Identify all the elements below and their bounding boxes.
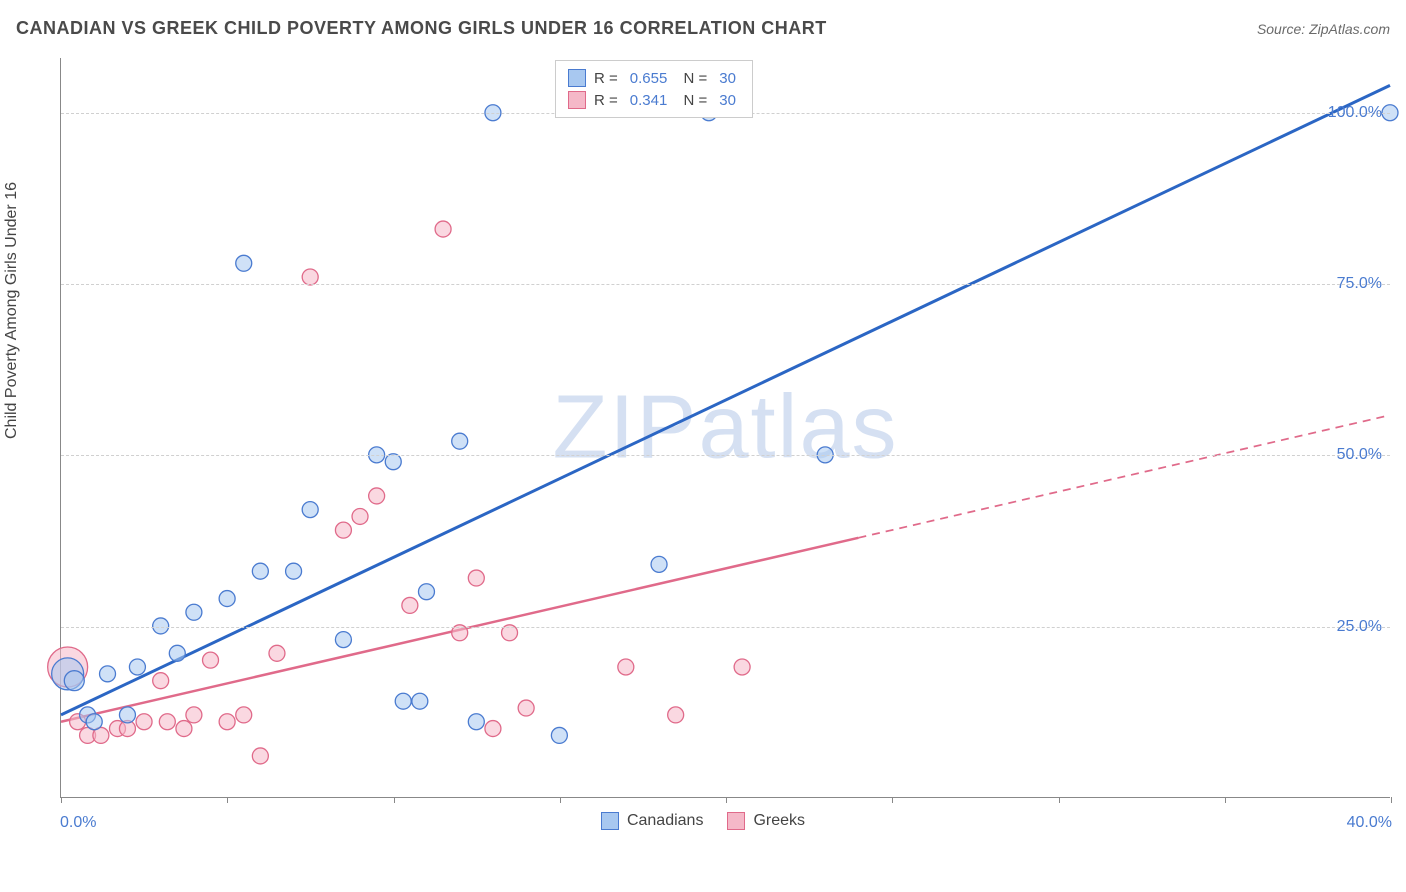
scatter-point (435, 221, 451, 237)
x-tick (61, 797, 62, 803)
scatter-point (252, 563, 268, 579)
gridline (61, 284, 1390, 285)
scatter-point (129, 659, 145, 675)
plot-svg (61, 58, 1390, 797)
r-value-canadians: 0.655 (630, 70, 668, 87)
source-label: Source: ZipAtlas.com (1257, 21, 1390, 37)
scatter-point (119, 707, 135, 723)
y-tick-label: 75.0% (1337, 275, 1382, 293)
scatter-point (335, 522, 351, 538)
n-value-canadians: 30 (719, 70, 736, 87)
scatter-point (236, 255, 252, 271)
x-tick (394, 797, 395, 803)
scatter-point (734, 659, 750, 675)
scatter-point (369, 488, 385, 504)
legend-item-greeks: Greeks (727, 812, 805, 830)
gridline (61, 627, 1390, 628)
scatter-point (236, 707, 252, 723)
legend-label-greeks: Greeks (753, 812, 805, 830)
swatch-canadians (568, 69, 586, 87)
y-tick-label: 100.0% (1328, 104, 1382, 122)
legend-item-canadians: Canadians (601, 812, 704, 830)
n-value-greeks: 30 (719, 92, 736, 109)
regression-line-extrapolated (858, 415, 1390, 538)
y-tick-label: 50.0% (1337, 446, 1382, 464)
y-tick-label: 25.0% (1337, 618, 1382, 636)
scatter-point (100, 666, 116, 682)
scatter-point (186, 707, 202, 723)
scatter-point (418, 584, 434, 600)
scatter-point (219, 591, 235, 607)
x-tick (227, 797, 228, 803)
x-tick (1225, 797, 1226, 803)
scatter-point (485, 721, 501, 737)
r-value-greeks: 0.341 (630, 92, 668, 109)
y-axis-title: Child Poverty Among Girls Under 16 (3, 182, 21, 439)
x-tick (1059, 797, 1060, 803)
x-tick (560, 797, 561, 803)
scatter-point (86, 714, 102, 730)
scatter-point (468, 570, 484, 586)
swatch-canadians-icon (601, 812, 619, 830)
gridline (61, 455, 1390, 456)
scatter-point (402, 597, 418, 613)
title-bar: CANADIAN VS GREEK CHILD POVERTY AMONG GI… (16, 18, 1390, 39)
series-legend: Canadians Greeks (0, 812, 1406, 830)
scatter-point (618, 659, 634, 675)
x-tick (892, 797, 893, 803)
scatter-point (176, 721, 192, 737)
scatter-point (302, 502, 318, 518)
scatter-point (335, 632, 351, 648)
scatter-point (159, 714, 175, 730)
legend-row-canadians: R = 0.655 N = 30 (568, 67, 740, 89)
scatter-point (352, 508, 368, 524)
chart-title: CANADIAN VS GREEK CHILD POVERTY AMONG GI… (16, 18, 827, 39)
scatter-point (518, 700, 534, 716)
swatch-greeks-icon (727, 812, 745, 830)
scatter-point (169, 645, 185, 661)
scatter-point (668, 707, 684, 723)
swatch-greeks (568, 91, 586, 109)
scatter-point (395, 693, 411, 709)
legend-label-canadians: Canadians (627, 812, 704, 830)
scatter-point (64, 671, 84, 691)
scatter-point (286, 563, 302, 579)
scatter-point (269, 645, 285, 661)
scatter-point (153, 673, 169, 689)
x-tick (1391, 797, 1392, 803)
regression-line (61, 85, 1390, 715)
scatter-point (219, 714, 235, 730)
scatter-point (203, 652, 219, 668)
scatter-point (136, 714, 152, 730)
scatter-point (412, 693, 428, 709)
scatter-point (302, 269, 318, 285)
scatter-point (551, 727, 567, 743)
x-tick (726, 797, 727, 803)
x-min-label: 0.0% (60, 814, 96, 832)
scatter-point (252, 748, 268, 764)
scatter-point (468, 714, 484, 730)
scatter-point (651, 556, 667, 572)
legend-row-greeks: R = 0.341 N = 30 (568, 89, 740, 111)
x-max-label: 40.0% (1347, 814, 1392, 832)
scatter-point (452, 433, 468, 449)
plot-area: ZIPatlas 25.0%50.0%75.0%100.0% (60, 58, 1390, 798)
correlation-legend: R = 0.655 N = 30 R = 0.341 N = 30 (555, 60, 753, 118)
scatter-point (186, 604, 202, 620)
